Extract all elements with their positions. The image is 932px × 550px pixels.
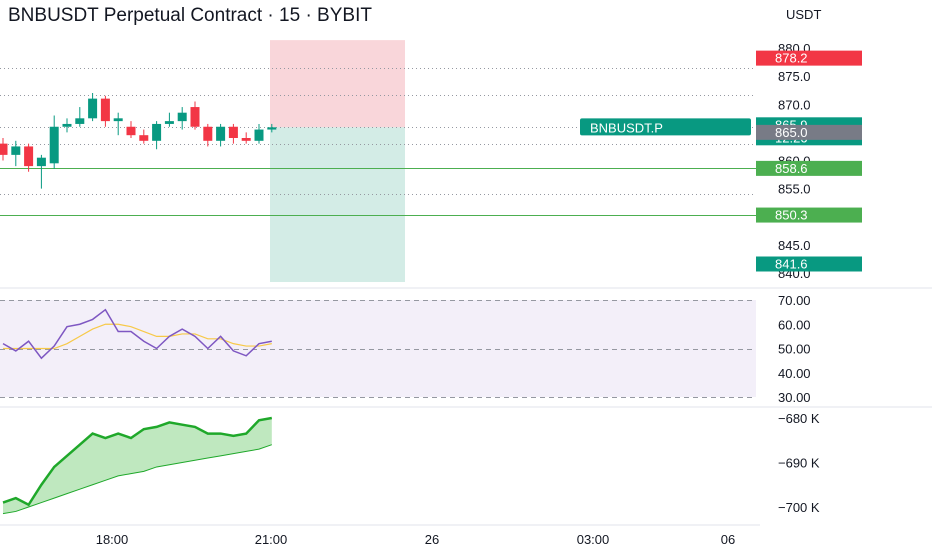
price-tag-box-4 [756,207,862,223]
candle-body-15 [190,107,200,127]
candle-body-8 [100,98,110,122]
candle-body-6 [75,118,85,124]
rsi-ma-line [3,323,272,350]
cumulative-line [2,416,273,507]
candle-body-2 [24,146,34,167]
price-tag-2: 865.0 [775,125,808,140]
time-tick-1: 21:00 [255,532,288,547]
cumulative-tick-0: −680 K [778,411,820,426]
rsi-tick-0: 70.00 [778,293,811,308]
price-tick-7: 845.0 [778,238,811,253]
cumulative-pane[interactable] [2,416,273,515]
candle-body-13 [164,121,174,124]
price-tag-3: 858.6 [775,161,808,176]
price-tag-box-2 [756,124,862,140]
candle-body-7 [88,98,98,119]
symbol-tag: BNBUSDT.P [590,120,663,135]
candle-body-21 [267,127,277,130]
candle-body-17 [216,126,226,141]
candle-body-10 [126,126,136,136]
candle-body-16 [203,126,213,141]
price-tag-box-5 [756,256,862,272]
cumulative-tick-1: −690 K [778,456,820,471]
rsi-band [0,300,756,397]
candle-body-9 [113,118,123,122]
rsi-tick-3: 40.00 [778,366,811,381]
candle-body-1 [11,146,21,155]
rsi-line [2,308,272,360]
chart-title: BNBUSDT Perpetual Contract · 15 · BYBIT [8,5,372,26]
price-tags: 878.2865.912:26BNBUSDT.P865.0858.6850.38… [580,50,862,272]
cumulative-tick-2: −700 K [778,500,820,515]
candle-body-0 [0,143,8,155]
price-tick-2: 870.0 [778,97,811,112]
time-tick-0: 18:00 [96,532,129,547]
price-tag-box-0 [756,50,862,66]
price-tag-5: 841.6 [775,257,808,272]
currency-label[interactable]: USDT [786,7,821,22]
candle-body-18 [228,126,238,138]
price-tag-box-3 [756,160,862,176]
price-tag-0: 878.2 [775,51,808,66]
rsi-tick-2: 50.00 [778,342,811,357]
rsi-axis: 70.00 60.00 50.00 40.00 30.00 [778,293,811,405]
stop-loss-zone [270,40,405,128]
candle-body-19 [241,138,251,141]
candlesticks[interactable] [0,93,277,189]
time-tick-2: 26 [425,532,439,547]
cumulative-fill [3,418,272,514]
position-zones[interactable] [270,40,405,282]
candle-body-20 [254,129,264,141]
candle-body-4 [49,126,59,164]
time-tick-4: 06 [721,532,735,547]
price-tag-4: 850.3 [775,208,808,223]
time-tick-3: 03:00 [577,532,610,547]
candle-body-12 [152,123,162,141]
candle-body-5 [62,123,72,127]
candle-body-3 [36,157,46,167]
rsi-tick-1: 60.00 [778,317,811,332]
take-profit-zone [270,127,405,282]
time-axis[interactable]: 18:00 21:00 26 03:00 06 [96,532,736,547]
cumulative-baseline [2,444,272,515]
rsi-tick-4: 30.00 [778,390,811,405]
rsi-pane[interactable] [0,300,756,398]
horizontal-lines[interactable] [0,68,756,216]
symbol-tag-box [580,118,751,136]
price-tick-1: 875.0 [778,69,811,84]
price-tick-5: 855.0 [778,182,811,197]
candle-body-11 [139,135,149,141]
cumulative-axis: −680 K −690 K −700 K [778,411,820,515]
candle-body-14 [177,112,187,122]
